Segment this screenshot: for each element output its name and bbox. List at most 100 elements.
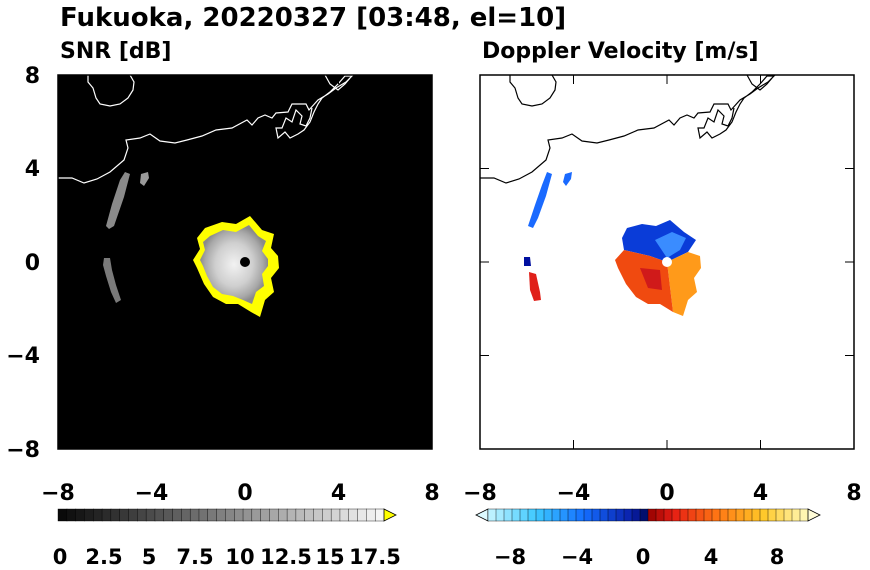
snr-colorbar-tick: 15 (315, 545, 344, 569)
snr-echo-band-south (103, 258, 121, 303)
velocity-colorbar-cell (687, 508, 697, 522)
figure-title: Fukuoka, 20220327 [03:48, el=10] (60, 3, 566, 33)
velocity-field (480, 75, 776, 316)
snr-colorbar-cell (66, 508, 77, 522)
snr-colorbar-cell (322, 508, 332, 522)
velocity-colorbar-cell (607, 508, 617, 522)
snr-x-tick: −4 (135, 481, 169, 506)
velocity-colorbar-cell (655, 508, 665, 522)
snr-x-tick-labels: −8 −4 0 4 8 (41, 481, 440, 506)
snr-colorbar-cell (207, 508, 218, 522)
velocity-colorbar-cell (759, 508, 769, 522)
snr-colorbar-cell (374, 508, 385, 522)
snr-coastline (58, 75, 354, 184)
snr-colorbar-cell (172, 508, 182, 522)
velocity-colorbar-extend-max (807, 508, 821, 522)
snr-colorbar (57, 508, 397, 522)
snr-colorbar-tick: 12.5 (260, 545, 312, 569)
velocity-echo-red (529, 272, 541, 301)
velocity-colorbar-cell (639, 508, 649, 522)
velocity-colorbar-cell (503, 508, 513, 522)
snr-colorbar-cell (216, 508, 226, 522)
velocity-colorbar-cell (519, 508, 529, 522)
velocity-colorbar-cell (695, 508, 705, 522)
velocity-colorbar-cell (727, 508, 737, 522)
velocity-colorbar-cell (679, 508, 689, 522)
velocity-echo-light-blue (655, 232, 686, 258)
snr-colorbar-cell (137, 508, 147, 522)
snr-colorbar-cell (366, 508, 376, 522)
snr-colorbar-cell (330, 508, 341, 522)
snr-colorbar-cell (260, 508, 270, 522)
snr-colorbar-tick: 0 (53, 545, 68, 569)
velocity-colorbar-tick: −4 (561, 545, 593, 569)
snr-colorbar-cell (348, 508, 359, 522)
snr-colorbar-cell (84, 508, 94, 522)
snr-colorbar-tick: 17.5 (349, 545, 401, 569)
velocity-panel-title: Doppler Velocity [m/s] (482, 39, 759, 64)
snr-colorbar-cell (269, 508, 279, 522)
velocity-echo-receding-east (650, 252, 701, 316)
velocity-colorbar-cell (631, 508, 641, 522)
snr-colorbar-cell (251, 508, 262, 522)
velocity-colorbar-cell (615, 508, 625, 522)
velocity-radar-site-marker (662, 257, 672, 267)
velocity-x-tick: 4 (753, 481, 768, 506)
velocity-colorbar-cell (487, 508, 497, 522)
velocity-colorbar-cell (799, 508, 809, 522)
velocity-colorbar-cell (719, 508, 729, 522)
velocity-colorbar-labels: −8 −4 0 4 8 (494, 545, 784, 569)
snr-y-tick: −4 (6, 344, 40, 369)
velocity-colorbar-cell (511, 508, 521, 522)
velocity-echo-band-north (528, 172, 552, 228)
snr-panel-title: SNR [dB] (60, 39, 171, 64)
velocity-colorbar (475, 508, 821, 522)
snr-echo-core (200, 225, 268, 304)
snr-y-tick: 8 (25, 64, 40, 89)
snr-colorbar-cell (357, 508, 367, 522)
snr-axis-ticks (57, 74, 433, 450)
velocity-colorbar-cell (551, 508, 561, 522)
snr-colorbar-cell (145, 508, 156, 522)
snr-colorbar-cell (154, 508, 165, 522)
snr-x-tick: −8 (41, 481, 75, 506)
snr-colorbar-cell (128, 508, 138, 522)
velocity-colorbar-cell (791, 508, 801, 522)
velocity-x-tick: 0 (659, 481, 674, 506)
snr-colorbar-cell (181, 508, 191, 522)
velocity-colorbar-cell (543, 508, 553, 522)
velocity-colorbar-cell (663, 508, 673, 522)
snr-colorbar-cell (225, 508, 235, 522)
velocity-x-tick: −4 (557, 481, 591, 506)
velocity-colorbar-cell (775, 508, 785, 522)
snr-colorbar-tick: 5 (142, 545, 157, 569)
snr-colorbar-cell (198, 508, 209, 522)
velocity-colorbar-cell (559, 508, 569, 522)
snr-colorbar-cell (242, 508, 253, 522)
velocity-colorbar-cell (535, 508, 545, 522)
velocity-colorbar-cell (767, 508, 777, 522)
velocity-colorbar-cell (751, 508, 761, 522)
snr-colorbar-cell (278, 508, 288, 522)
snr-colorbar-cell (101, 508, 112, 522)
velocity-colorbar-tick: 8 (770, 545, 785, 569)
velocity-echo-dark-red (640, 268, 662, 290)
velocity-colorbar-cell (623, 508, 633, 522)
radar-site-marker (240, 257, 250, 267)
snr-x-tick: 0 (237, 481, 252, 506)
velocity-colorbar-tick: −8 (494, 545, 526, 569)
velocity-colorbar-cell (575, 508, 585, 522)
velocity-echo-spot (563, 172, 572, 186)
snr-y-tick: 4 (25, 157, 40, 182)
snr-colorbar-labels: 0 2.5 5 7.5 10 12.5 15 17.5 (53, 545, 401, 569)
snr-y-tick: −8 (6, 438, 40, 463)
velocity-colorbar-cell (743, 508, 753, 522)
snr-colorbar-cell (304, 508, 315, 522)
velocity-echo-dark-blue (524, 257, 531, 266)
velocity-colorbar-extend-min (475, 508, 489, 522)
snr-colorbar-cell (75, 508, 85, 522)
snr-colorbar-cell (339, 508, 350, 522)
snr-y-tick: 0 (25, 251, 40, 276)
snr-colorbar-cell (163, 508, 174, 522)
